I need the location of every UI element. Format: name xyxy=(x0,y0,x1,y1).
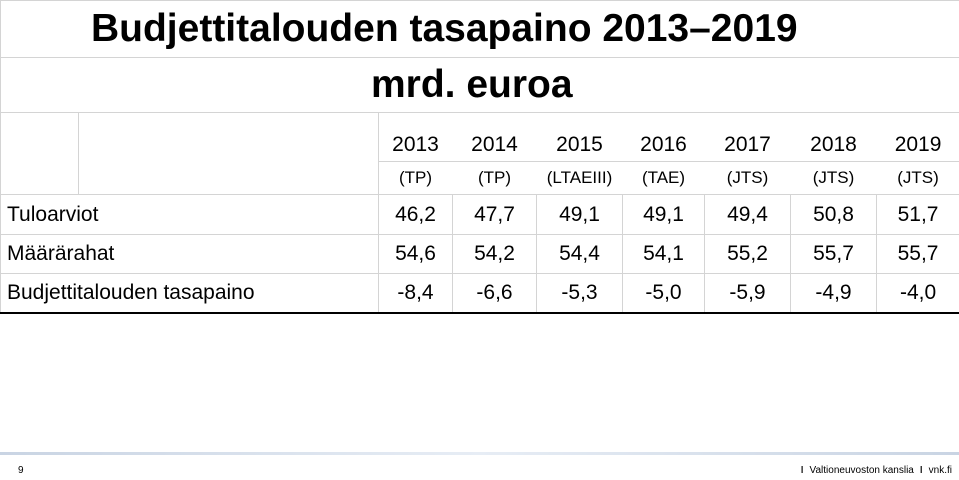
table-cell: -5,9 xyxy=(704,273,791,314)
page-title: Budjettitalouden tasapaino 2013–2019 xyxy=(0,0,959,58)
table-cell: 55,7 xyxy=(875,234,959,274)
year-header: 2014 xyxy=(452,112,537,162)
page-number: 9 xyxy=(18,465,24,476)
table-cell: -8,4 xyxy=(378,273,453,314)
table-row: Tuloarviot 46,2 47,7 49,1 49,1 49,4 50,8… xyxy=(0,194,959,235)
table-row: Määrärahat 54,6 54,2 54,4 54,1 55,2 55,7… xyxy=(0,234,959,274)
table-cell: 55,2 xyxy=(704,234,791,274)
year-header: 2016 xyxy=(622,112,705,162)
footer-org: Valtioneuvoston kanslia xyxy=(809,465,914,476)
year-header: 2017 xyxy=(704,112,791,162)
table-cell: -5,3 xyxy=(536,273,623,314)
table-cell: 51,7 xyxy=(875,194,959,235)
phase-header: (JTS) xyxy=(704,161,791,195)
separator-icon: I xyxy=(919,465,923,476)
table-cell: -4,0 xyxy=(875,273,959,314)
phase-header: (JTS) xyxy=(875,161,959,195)
budget-table: Budjettitalouden tasapaino 2013–2019 mrd… xyxy=(0,0,959,314)
table-cell: 55,7 xyxy=(790,234,877,274)
phase-header-row: (TP) (TP) (LTAEIII) (TAE) (JTS) (JTS) (J… xyxy=(1,161,959,195)
table-cell: -6,6 xyxy=(452,273,537,314)
table-row: Budjettitalouden tasapaino -8,4 -6,6 -5,… xyxy=(0,273,959,314)
year-header: 2013 xyxy=(378,112,453,162)
page-subtitle: mrd. euroa xyxy=(0,57,959,113)
table-cell: -4,9 xyxy=(790,273,877,314)
row-label: Määrärahat xyxy=(0,234,379,274)
table-cell: -5,0 xyxy=(622,273,705,314)
table-cell: 54,6 xyxy=(378,234,453,274)
phase-header: (TAE) xyxy=(622,161,705,195)
table-cell: 54,4 xyxy=(536,234,623,274)
row-label: Budjettitalouden tasapaino xyxy=(0,273,379,314)
row-label: Tuloarviot xyxy=(0,194,379,235)
year-header-row: 2013 2014 2015 2016 2017 2018 2019 xyxy=(0,112,959,195)
year-header: 2019 xyxy=(875,112,959,162)
phase-header: (JTS) xyxy=(790,161,877,195)
table-cell: 49,1 xyxy=(622,194,705,235)
footer-divider xyxy=(0,452,959,455)
footer-site-link[interactable]: vnk.fi xyxy=(928,465,952,476)
phase-header: (TP) xyxy=(378,161,453,195)
year-header: 2018 xyxy=(790,112,877,162)
table-cell: 54,1 xyxy=(622,234,705,274)
table-cell: 47,7 xyxy=(452,194,537,235)
table-cell: 50,8 xyxy=(790,194,877,235)
separator-icon: I xyxy=(800,465,804,476)
table-cell: 54,2 xyxy=(452,234,537,274)
phase-header: (TP) xyxy=(452,161,537,195)
table-cell: 49,4 xyxy=(704,194,791,235)
phase-header: (LTAEIII) xyxy=(536,161,623,195)
table-cell: 49,1 xyxy=(536,194,623,235)
year-header: 2015 xyxy=(536,112,623,162)
table-cell: 46,2 xyxy=(378,194,453,235)
